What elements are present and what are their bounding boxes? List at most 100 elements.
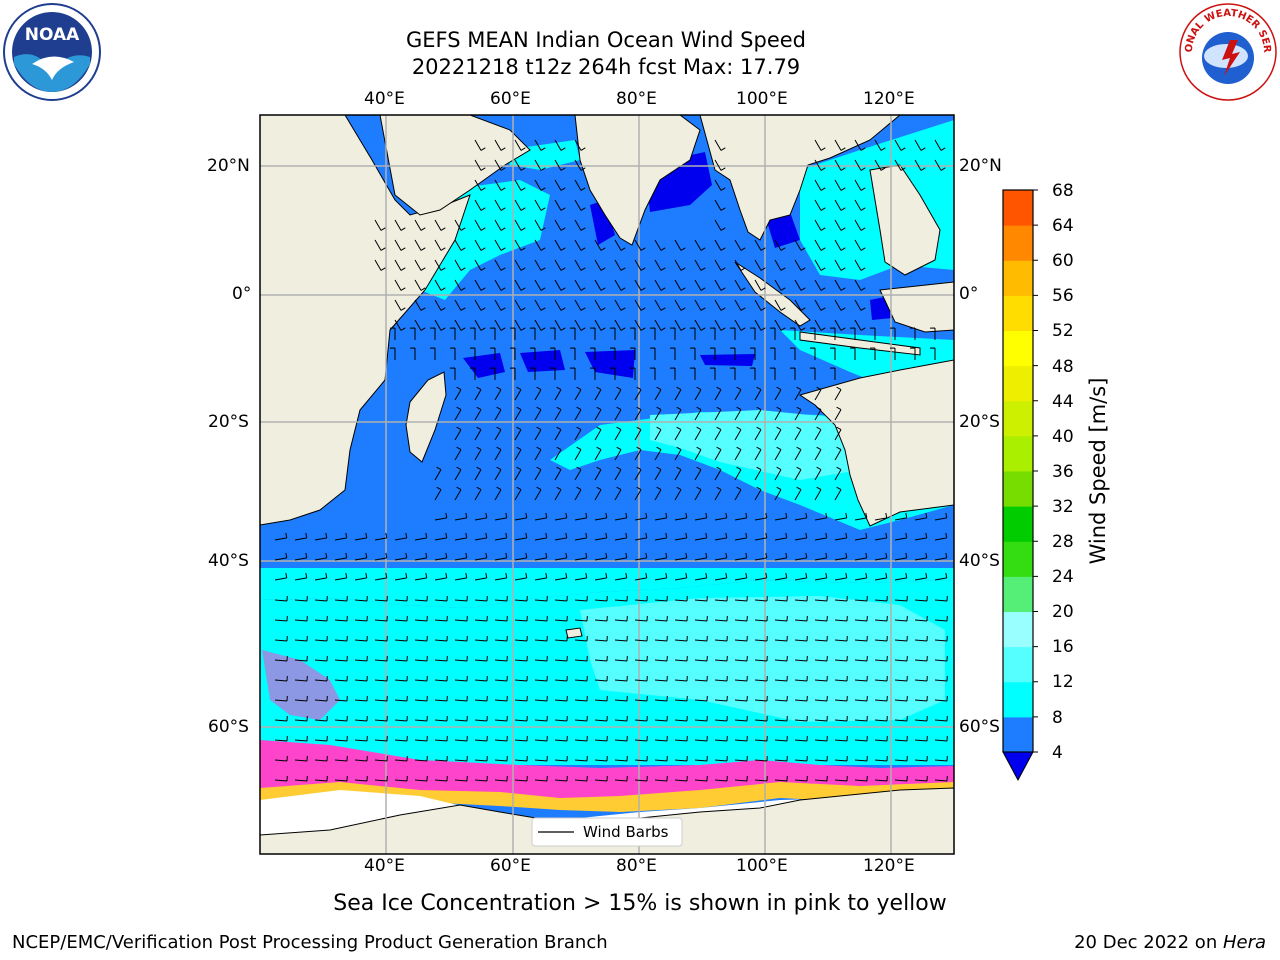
wind-barb [294, 552, 308, 561]
wind-barb [794, 615, 808, 622]
wind-barb [514, 319, 526, 331]
wind-barb [534, 486, 542, 501]
wind-barb [754, 319, 766, 331]
wind-barb [534, 319, 546, 331]
wind-barb [754, 755, 768, 762]
wind-barb [734, 595, 748, 602]
wind-barb [774, 635, 788, 642]
wind-barb [414, 755, 428, 762]
wind-barb [749, 327, 756, 340]
wind-barb [734, 755, 748, 762]
wind-barb [454, 486, 462, 501]
wind-barb [894, 532, 908, 541]
lat-tick-right: 40°S [959, 551, 1000, 571]
wind-barb [914, 552, 928, 561]
wind-barb [514, 199, 526, 211]
wind-barb [814, 139, 826, 151]
lat-tick-right: 60°S [959, 717, 1000, 737]
colorbar-band [1003, 576, 1033, 613]
wind-barb [494, 655, 508, 662]
wind-barb [834, 512, 848, 521]
colorbar-tick: 48 [1052, 357, 1074, 377]
wind-barb [834, 552, 848, 561]
wind-barb [474, 259, 486, 271]
wind-barb [354, 755, 368, 762]
wind-barb [374, 695, 388, 702]
wind-barb [649, 327, 656, 340]
wind-barb [529, 367, 536, 380]
wind-barb [634, 406, 642, 421]
land-australia [798, 359, 954, 527]
wind-barb [589, 367, 596, 380]
wind-barb [434, 552, 448, 561]
wind-barb [334, 775, 348, 782]
colorbar-band [1003, 365, 1033, 402]
wind-barb [634, 552, 648, 561]
wind-barb [894, 572, 908, 581]
wind-barb [634, 386, 642, 401]
wind-barb [594, 775, 608, 782]
wind-barb [554, 239, 566, 251]
wind-barb [414, 219, 426, 231]
wind-barb [794, 319, 806, 331]
wind-barb [554, 512, 568, 521]
wind-barb [274, 635, 288, 642]
wind-barb [694, 755, 708, 762]
wind-barb [414, 615, 428, 622]
wind-barb [674, 406, 682, 421]
wind-barb [374, 219, 386, 231]
wind-barb [734, 695, 748, 702]
wind-barb [494, 572, 508, 581]
wind-barb [834, 239, 846, 251]
wind-barb [574, 572, 588, 581]
wind-barb [534, 715, 548, 722]
wind-barb [634, 279, 646, 291]
wind-barb [569, 327, 576, 340]
wind-barb [614, 655, 628, 662]
wind-barb [734, 675, 748, 682]
wind-barb [729, 347, 736, 360]
wind-barb [674, 775, 688, 782]
wind-barb [654, 552, 668, 561]
wind-barb [674, 615, 688, 622]
wind-barb [614, 635, 628, 642]
wind-barb [634, 715, 648, 722]
wind-barb [554, 426, 562, 441]
wind-barb [754, 595, 768, 602]
wind-barb [374, 259, 386, 271]
wind-barb [934, 532, 948, 541]
noaa-logo: NOAA [3, 3, 101, 101]
wind-barb [474, 279, 486, 291]
wind-barb [454, 655, 468, 662]
wind-barb [554, 259, 566, 271]
wind-barb [814, 279, 826, 291]
wind-barb [694, 532, 708, 541]
wind-barb [654, 512, 668, 521]
wind-barb [834, 655, 848, 662]
wind-barb [414, 655, 428, 662]
wind-barb [774, 595, 788, 602]
wind-barb [814, 486, 822, 501]
wind-barb [614, 259, 626, 271]
wind-barb [534, 655, 548, 662]
wind-barb [494, 615, 508, 622]
wind-barb [754, 695, 768, 702]
wind-barb [914, 735, 928, 742]
wind-barb [454, 552, 468, 561]
wind-barb [694, 775, 708, 782]
wind-barb [694, 299, 706, 311]
wind-barb [614, 426, 622, 441]
wind-barb [494, 406, 502, 421]
legend-box [531, 817, 683, 847]
wind-barb [394, 775, 408, 782]
wind-barb [554, 319, 566, 331]
wind-barb [494, 199, 506, 211]
wind-barb [794, 446, 802, 461]
wind-barb [854, 675, 868, 682]
wind-barb [829, 327, 836, 340]
wind-barb [554, 735, 568, 742]
wind-barb [454, 446, 462, 461]
wind-barb [434, 695, 448, 702]
wind-barb [774, 446, 782, 461]
wind-barb [674, 386, 682, 401]
